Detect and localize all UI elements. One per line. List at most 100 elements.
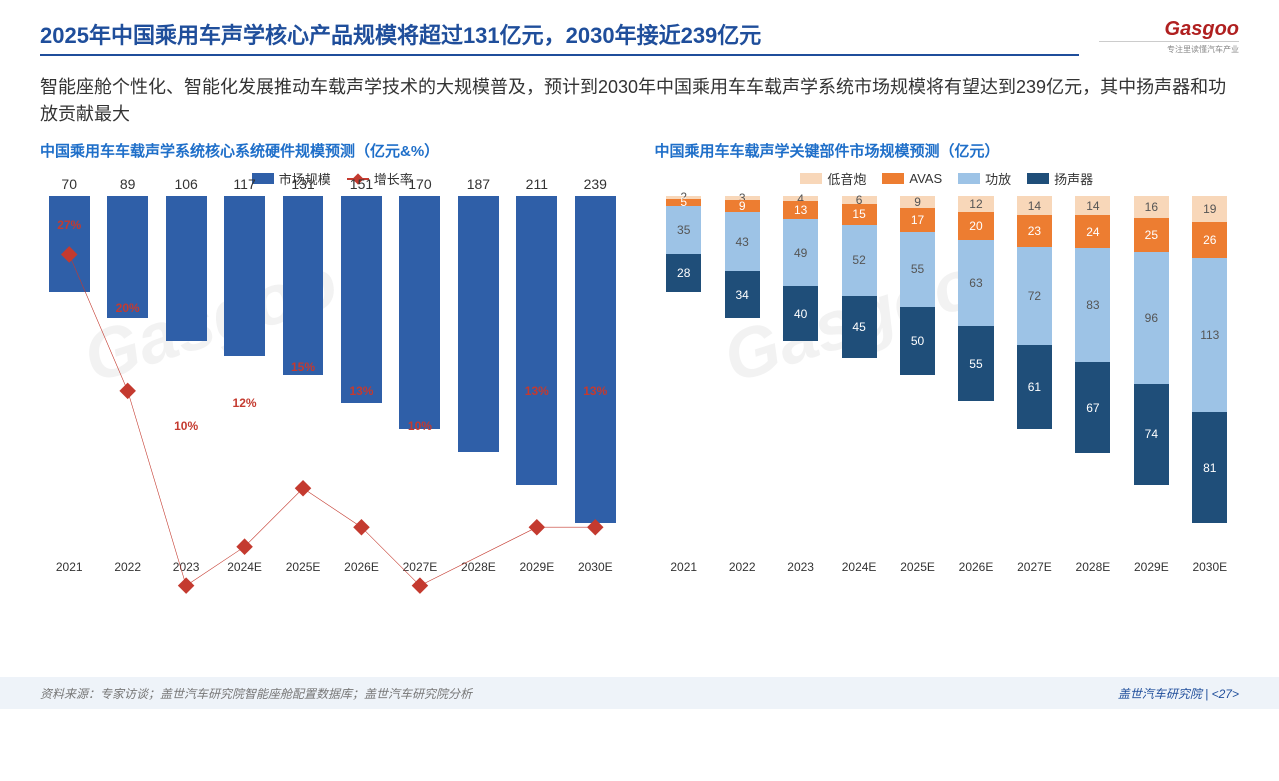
stack-slot: 1926113812030E (1181, 196, 1239, 552)
legend-label: 功放 (985, 169, 1011, 188)
stack-segment: 35 (666, 206, 701, 254)
x-axis-label: 2026E (332, 560, 390, 574)
left-plot: 70202189202210620231172024E1312025E15120… (40, 196, 625, 576)
page-title: 2025年中国乘用车声学核心产品规模将超过131亿元，2030年接近239亿元 (40, 18, 1079, 56)
legend-item: 低音炮 (800, 169, 866, 188)
x-axis-label: 2029E (1122, 560, 1180, 574)
bar: 89 (107, 196, 148, 318)
bar-slot: 2112029E (508, 196, 566, 552)
right-chart-title: 中国乘用车车载声学关键部件市场规模预测（亿元） (655, 140, 1240, 161)
stack-segment: 23 (1017, 215, 1052, 246)
legend-item: 扬声器 (1027, 169, 1093, 188)
bar-slot: 2392030E (566, 196, 624, 552)
logo: Gasgoo 专注里读懂汽车产业 (1099, 18, 1239, 55)
stack-slot: 122063552026E (947, 196, 1005, 552)
footer-source: 资料来源：专家访谈；盖世汽车研究院智能座舱配置数据库；盖世汽车研究院分析 (40, 685, 472, 702)
stack-segment: 67 (1075, 362, 1110, 454)
x-axis-label: 2030E (1181, 560, 1239, 574)
bar-value-label: 106 (166, 176, 207, 192)
bar: 117 (224, 196, 265, 356)
header: 2025年中国乘用车声学核心产品规模将超过131亿元，2030年接近239亿元 … (0, 0, 1279, 64)
footer: 资料来源：专家访谈；盖世汽车研究院智能座舱配置数据库；盖世汽车研究院分析 盖世汽… (0, 677, 1279, 709)
x-axis-label: 2027E (1005, 560, 1063, 574)
x-axis-label: 2026E (947, 560, 1005, 574)
legend-item: 功放 (958, 169, 1011, 188)
stack-segment: 45 (842, 296, 877, 358)
stack-segment: 28 (666, 254, 701, 292)
logo-sub: 专注里读懂汽车产业 (1099, 41, 1239, 55)
x-axis-label: 2022 (713, 560, 771, 574)
stack-segment: 50 (900, 307, 935, 375)
stack-segment: 9 (725, 200, 760, 212)
right-plot: 2535282021394334202241349402023615524520… (655, 196, 1240, 576)
stack-segment: 43 (725, 212, 760, 271)
right-legend: 低音炮 AVAS 功放扬声器 (655, 169, 1240, 188)
bar-value-label: 151 (341, 176, 382, 192)
bar-slot: 1512026E (332, 196, 390, 552)
stack-segment: 83 (1075, 248, 1110, 362)
stack-segment: 20 (958, 212, 993, 239)
bar: 211 (516, 196, 557, 485)
legend-item: AVAS (882, 171, 942, 186)
stack-slot: 2535282021 (655, 196, 713, 552)
bar-value-label: 131 (283, 176, 324, 192)
stack-segment: 113 (1192, 258, 1227, 413)
bar-slot: 1702027E (391, 196, 449, 552)
stack-segment: 15 (842, 204, 877, 225)
x-axis-label: 2028E (1064, 560, 1122, 574)
bar-slot: 1872028E (449, 196, 507, 552)
x-axis-label: 2021 (40, 560, 98, 574)
bar-slot: 892022 (98, 196, 156, 552)
footer-page-num: <27> (1212, 687, 1239, 701)
bar-slot: 1062023 (157, 196, 215, 552)
stack-segment: 61 (1017, 345, 1052, 429)
bar: 131 (283, 196, 324, 375)
stack-segment: 12 (958, 196, 993, 212)
bar-value-label: 89 (107, 176, 148, 192)
bar-value-label: 170 (399, 176, 440, 192)
stack-segment: 14 (1017, 196, 1052, 215)
legend-label: AVAS (909, 171, 942, 186)
footer-page: 盖世汽车研究院 | <27> (1118, 685, 1239, 702)
x-axis-label: 2022 (98, 560, 156, 574)
stack-slot: 41349402023 (771, 196, 829, 552)
bar: 106 (166, 196, 207, 341)
stack-segment: 16 (1134, 196, 1169, 218)
stack-segment: 13 (783, 201, 818, 219)
stack-segment: 40 (783, 286, 818, 341)
bar-value-label: 70 (49, 176, 90, 192)
x-axis-label: 2028E (449, 560, 507, 574)
x-axis-label: 2023 (157, 560, 215, 574)
bar-value-label: 239 (575, 176, 616, 192)
stack-segment: 81 (1192, 412, 1227, 523)
stack-segment: 52 (842, 225, 877, 296)
left-chart-title: 中国乘用车车载声学系统核心系统硬件规模预测（亿元&%） (40, 140, 625, 161)
subtitle: 智能座舱个性化、智能化发展推动车载声学技术的大规模普及，预计到2030年中国乘用… (0, 64, 1279, 128)
bar: 70 (49, 196, 90, 292)
x-axis-label: 2029E (508, 560, 566, 574)
stack-segment: 74 (1134, 384, 1169, 485)
footer-right-prefix: 盖世汽车研究院 | (1118, 687, 1212, 701)
stack-segment: 19 (1192, 196, 1227, 222)
stack-segment: 55 (958, 326, 993, 401)
bar-slot: 1172024E (215, 196, 273, 552)
bar: 151 (341, 196, 382, 403)
stack-slot: 162596742029E (1122, 196, 1180, 552)
x-axis-label: 2024E (830, 560, 888, 574)
stack-segment: 17 (900, 208, 935, 231)
x-axis-label: 2025E (888, 560, 946, 574)
stack-segment: 9 (900, 196, 935, 208)
stack-segment: 6 (842, 196, 877, 204)
x-axis-label: 2023 (771, 560, 829, 574)
bar-value-label: 187 (458, 176, 499, 192)
legend-label: 低音炮 (827, 169, 866, 188)
stack-segment: 34 (725, 271, 760, 318)
bar: 239 (575, 196, 616, 523)
stack-segment: 5 (666, 199, 701, 206)
stack-segment: 72 (1017, 247, 1052, 346)
x-axis-label: 2025E (274, 560, 332, 574)
stack-segment: 26 (1192, 222, 1227, 258)
stack-segment: 24 (1075, 215, 1110, 248)
stack-segment: 63 (958, 240, 993, 326)
stack-slot: 3943342022 (713, 196, 771, 552)
